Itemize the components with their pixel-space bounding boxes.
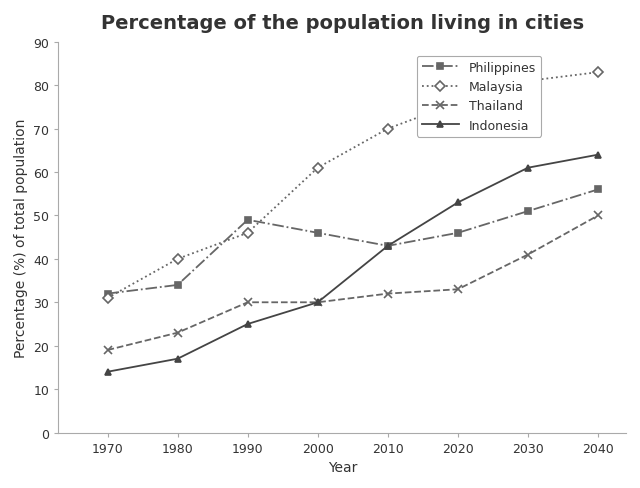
X-axis label: Year: Year — [328, 460, 357, 474]
Malaysia — [524, 79, 532, 84]
Indonesia — [244, 322, 252, 327]
Indonesia — [454, 200, 462, 206]
Malaysia — [174, 256, 182, 262]
Malaysia — [594, 70, 602, 76]
Philippines — [384, 244, 392, 249]
Thailand — [174, 330, 182, 336]
Thailand — [524, 252, 532, 258]
Y-axis label: Percentage (%) of total population: Percentage (%) of total population — [14, 118, 28, 357]
Thailand — [104, 347, 111, 353]
Indonesia — [314, 300, 322, 305]
Thailand — [454, 287, 462, 293]
Thailand — [244, 300, 252, 305]
Malaysia — [244, 230, 252, 236]
Title: Percentage of the population living in cities: Percentage of the population living in c… — [100, 14, 584, 33]
Philippines — [314, 230, 322, 236]
Philippines — [594, 187, 602, 193]
Malaysia — [384, 126, 392, 132]
Malaysia — [454, 101, 462, 106]
Indonesia — [174, 356, 182, 362]
Thailand — [384, 291, 392, 297]
Philippines — [244, 218, 252, 224]
Malaysia — [314, 165, 322, 171]
Line: Malaysia: Malaysia — [104, 70, 602, 302]
Philippines — [104, 291, 111, 297]
Indonesia — [384, 244, 392, 249]
Thailand — [314, 300, 322, 305]
Line: Indonesia: Indonesia — [104, 152, 602, 375]
Indonesia — [594, 152, 602, 158]
Line: Philippines: Philippines — [104, 186, 602, 298]
Line: Thailand: Thailand — [104, 212, 602, 354]
Thailand — [594, 213, 602, 219]
Legend: Philippines, Malaysia, Thailand, Indonesia: Philippines, Malaysia, Thailand, Indones… — [417, 57, 541, 137]
Philippines — [454, 230, 462, 236]
Philippines — [174, 283, 182, 288]
Indonesia — [104, 369, 111, 375]
Indonesia — [524, 165, 532, 171]
Philippines — [524, 209, 532, 215]
Malaysia — [104, 295, 111, 301]
